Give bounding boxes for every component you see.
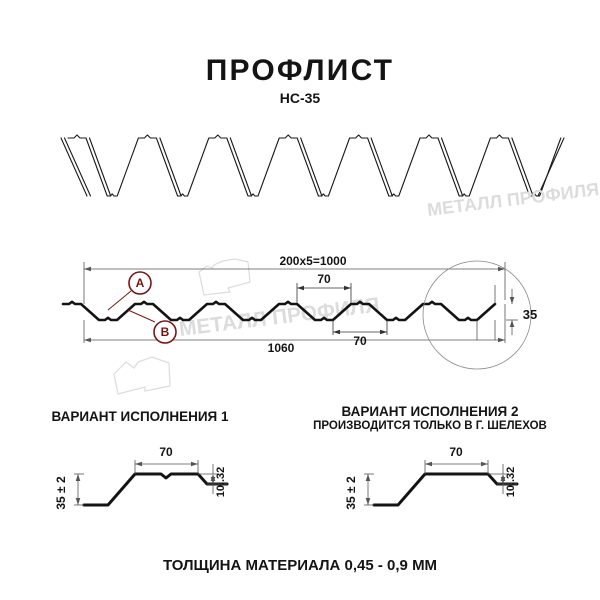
- svg-text:35 ± 2: 35 ± 2: [54, 476, 68, 510]
- svg-text:ТОЛЩИНА МАТЕРИАЛА 0,45 - 0,9 М: ТОЛЩИНА МАТЕРИАЛА 0,45 - 0,9 ММ: [163, 557, 437, 574]
- svg-text:МЕТАЛЛ ПРОФИЛЯ: МЕТАЛЛ ПРОФИЛЯ: [426, 179, 600, 220]
- svg-text:ПРОИЗВОДИТСЯ ТОЛЬКО В Г. ШЕЛЕХ: ПРОИЗВОДИТСЯ ТОЛЬКО В Г. ШЕЛЕХОВ: [313, 420, 547, 432]
- svg-text:10..32: 10..32: [505, 467, 517, 498]
- svg-text:70: 70: [353, 334, 367, 348]
- svg-text:МЕТАЛЛ ПРОФИЛЯ: МЕТАЛЛ ПРОФИЛЯ: [178, 294, 381, 341]
- svg-text:35 ± 2: 35 ± 2: [344, 476, 358, 510]
- svg-text:B: B: [161, 325, 170, 339]
- svg-text:A: A: [136, 276, 145, 290]
- svg-text:НС-35: НС-35: [280, 90, 321, 106]
- svg-text:70: 70: [317, 272, 331, 286]
- svg-text:10..32: 10..32: [215, 467, 227, 498]
- svg-text:ПРОФЛИСТ: ПРОФЛИСТ: [206, 54, 394, 87]
- svg-text:35: 35: [523, 307, 537, 322]
- svg-text:ВАРИАНТ ИСПОЛНЕНИЯ 1: ВАРИАНТ ИСПОЛНЕНИЯ 1: [52, 409, 229, 424]
- svg-text:70: 70: [159, 445, 173, 459]
- svg-text:200x5=1000: 200x5=1000: [279, 254, 346, 268]
- svg-text:ВАРИАНТ ИСПОЛНЕНИЯ 2: ВАРИАНТ ИСПОЛНЕНИЯ 2: [342, 404, 519, 419]
- svg-text:1060: 1060: [268, 341, 295, 355]
- svg-text:70: 70: [449, 445, 463, 459]
